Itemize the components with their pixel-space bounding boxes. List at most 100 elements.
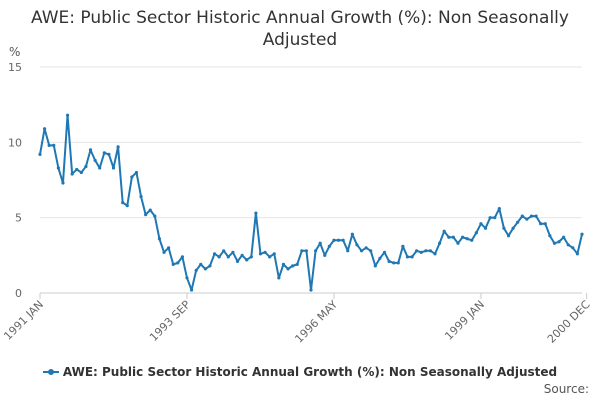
data-point xyxy=(171,262,175,266)
data-point xyxy=(529,214,534,218)
data-point xyxy=(42,127,47,131)
data-point xyxy=(107,152,111,156)
data-point xyxy=(571,246,575,250)
data-point xyxy=(56,166,60,170)
data-point xyxy=(268,255,272,259)
data-point xyxy=(525,217,529,221)
data-point xyxy=(506,234,511,238)
data-point xyxy=(364,246,368,250)
data-point xyxy=(355,243,359,247)
data-point xyxy=(382,250,387,254)
data-point xyxy=(180,255,184,259)
data-point xyxy=(111,166,116,170)
data-point xyxy=(580,232,584,236)
data-point xyxy=(185,276,189,280)
series-line xyxy=(38,113,584,292)
x-tick-label: 1996 MAY xyxy=(292,298,340,346)
data-point xyxy=(401,244,405,248)
legend-line-marker-icon xyxy=(42,366,59,378)
data-point xyxy=(447,235,451,239)
data-point xyxy=(88,148,93,152)
data-point xyxy=(84,164,88,169)
data-point xyxy=(70,172,74,176)
data-point xyxy=(341,238,345,242)
data-point xyxy=(415,249,419,253)
legend[interactable]: AWE: Public Sector Historic Annual Growt… xyxy=(0,365,600,379)
data-point xyxy=(189,288,194,292)
data-point xyxy=(235,259,240,263)
data-point xyxy=(304,249,309,253)
data-point xyxy=(79,170,83,175)
data-point xyxy=(130,175,134,179)
data-point xyxy=(548,234,552,238)
y-tick-label: 10 xyxy=(8,136,22,149)
data-point xyxy=(502,226,506,230)
data-point xyxy=(318,241,322,245)
y-tick-label: 15 xyxy=(8,61,22,74)
data-point xyxy=(263,250,267,254)
data-point xyxy=(396,261,400,265)
data-point xyxy=(272,252,276,256)
data-point xyxy=(249,255,253,259)
data-point xyxy=(387,259,391,263)
data-point xyxy=(61,181,65,185)
data-point xyxy=(313,249,318,253)
data-point xyxy=(323,253,327,257)
data-point xyxy=(378,256,382,260)
data-point xyxy=(562,235,566,239)
data-point xyxy=(65,113,70,117)
data-point xyxy=(121,201,125,205)
data-point xyxy=(52,143,56,147)
data-point xyxy=(162,250,166,254)
data-point xyxy=(479,222,483,226)
data-point xyxy=(369,249,373,253)
data-point xyxy=(493,216,497,220)
data-point xyxy=(332,238,336,242)
data-point xyxy=(373,264,377,268)
data-point xyxy=(93,158,97,163)
data-point xyxy=(520,214,524,218)
data-point xyxy=(281,262,286,266)
data-point xyxy=(286,267,290,271)
data-point xyxy=(350,232,354,236)
data-point xyxy=(346,249,350,253)
data-point xyxy=(410,255,414,259)
data-point xyxy=(428,249,433,253)
source-label[interactable]: Source: xyxy=(543,382,589,396)
data-point xyxy=(405,255,410,259)
data-point xyxy=(488,216,492,220)
data-point xyxy=(336,238,341,242)
x-tick-label: 1999 JAN xyxy=(442,298,487,343)
data-point xyxy=(516,220,520,224)
data-point xyxy=(144,213,148,217)
data-point xyxy=(217,255,221,259)
data-point xyxy=(226,255,230,259)
data-point xyxy=(139,194,143,199)
data-point xyxy=(277,276,281,280)
data-point xyxy=(438,241,442,245)
data-point xyxy=(240,253,244,257)
data-point xyxy=(575,252,580,256)
data-point xyxy=(419,250,423,254)
legend-label: AWE: Public Sector Historic Annual Growt… xyxy=(62,365,558,379)
y-tick-label: 0 xyxy=(15,287,22,300)
data-point xyxy=(254,211,258,215)
data-point xyxy=(539,222,543,226)
data-point xyxy=(483,226,488,230)
data-point xyxy=(102,151,106,155)
data-point xyxy=(359,249,364,253)
data-point xyxy=(203,267,207,271)
y-tick-labels: 0 5 10 15 xyxy=(8,61,22,300)
y-tick-label: 5 xyxy=(15,212,22,225)
data-point xyxy=(309,288,313,292)
y-axis-label: % xyxy=(9,45,20,59)
x-axis: 1991 JAN 1993 SEP 1996 MAY 1999 JAN 2000 DEC xyxy=(1,293,593,346)
data-point xyxy=(451,235,455,239)
data-point xyxy=(460,235,465,239)
x-tick-label: 1991 JAN xyxy=(1,298,46,343)
data-point xyxy=(424,249,428,253)
data-point xyxy=(194,268,198,272)
data-point xyxy=(212,252,217,256)
data-point xyxy=(295,262,299,266)
data-point xyxy=(534,214,538,218)
